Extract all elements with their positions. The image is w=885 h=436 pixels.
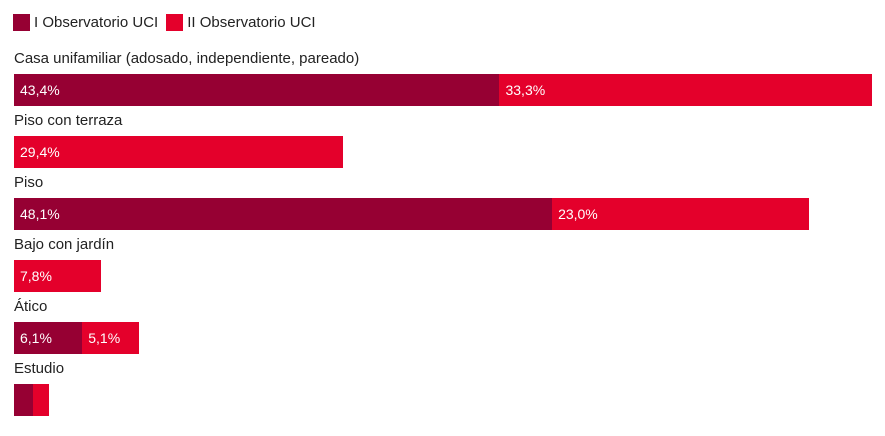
- bar-segment-series-2[interactable]: [552, 198, 810, 230]
- bar-segment-series-1[interactable]: [14, 74, 500, 106]
- data-label: 33,3%: [505, 82, 546, 98]
- category-label: Bajo con jardín: [14, 236, 115, 253]
- legend-label-series-2: II Observatorio UCI: [187, 13, 316, 31]
- data-label: 29,4%: [20, 144, 60, 160]
- data-label: 5,1%: [88, 330, 121, 346]
- category-label: Piso con terraza: [14, 112, 123, 129]
- bar-segment-series-2[interactable]: [14, 136, 343, 168]
- bar-segment-series-1[interactable]: [14, 198, 553, 230]
- data-label: 6,1%: [20, 330, 52, 346]
- legend-swatch-series-1: [13, 13, 30, 31]
- legend: I Observatorio UCI II Observatorio UCI: [13, 12, 324, 32]
- category-label: Estudio: [14, 360, 65, 377]
- bar-segment-series-2[interactable]: [82, 322, 140, 354]
- data-label: 7,8%: [20, 268, 52, 284]
- data-label: 48,1%: [20, 206, 60, 222]
- data-label: 43,4%: [20, 82, 60, 98]
- data-label: 23,0%: [558, 206, 598, 222]
- legend-item-series-2[interactable]: II Observatorio UCI: [166, 13, 316, 31]
- bar-segment-series-2[interactable]: [14, 260, 102, 292]
- bar-segment-series-2[interactable]: [499, 74, 872, 106]
- legend-item-series-1[interactable]: I Observatorio UCI: [13, 13, 159, 31]
- category-label: Casa unifamiliar (adosado, independiente…: [14, 50, 360, 67]
- legend-swatch-series-2: [166, 13, 184, 31]
- bar-segment-series-1[interactable]: [14, 322, 83, 354]
- category-label: Piso: [14, 174, 44, 191]
- bar-segment-series-2[interactable]: [33, 384, 49, 416]
- category-label: Ático: [14, 298, 48, 315]
- legend-label-series-1: I Observatorio UCI: [34, 13, 159, 31]
- bar-segment-series-1[interactable]: [14, 384, 34, 416]
